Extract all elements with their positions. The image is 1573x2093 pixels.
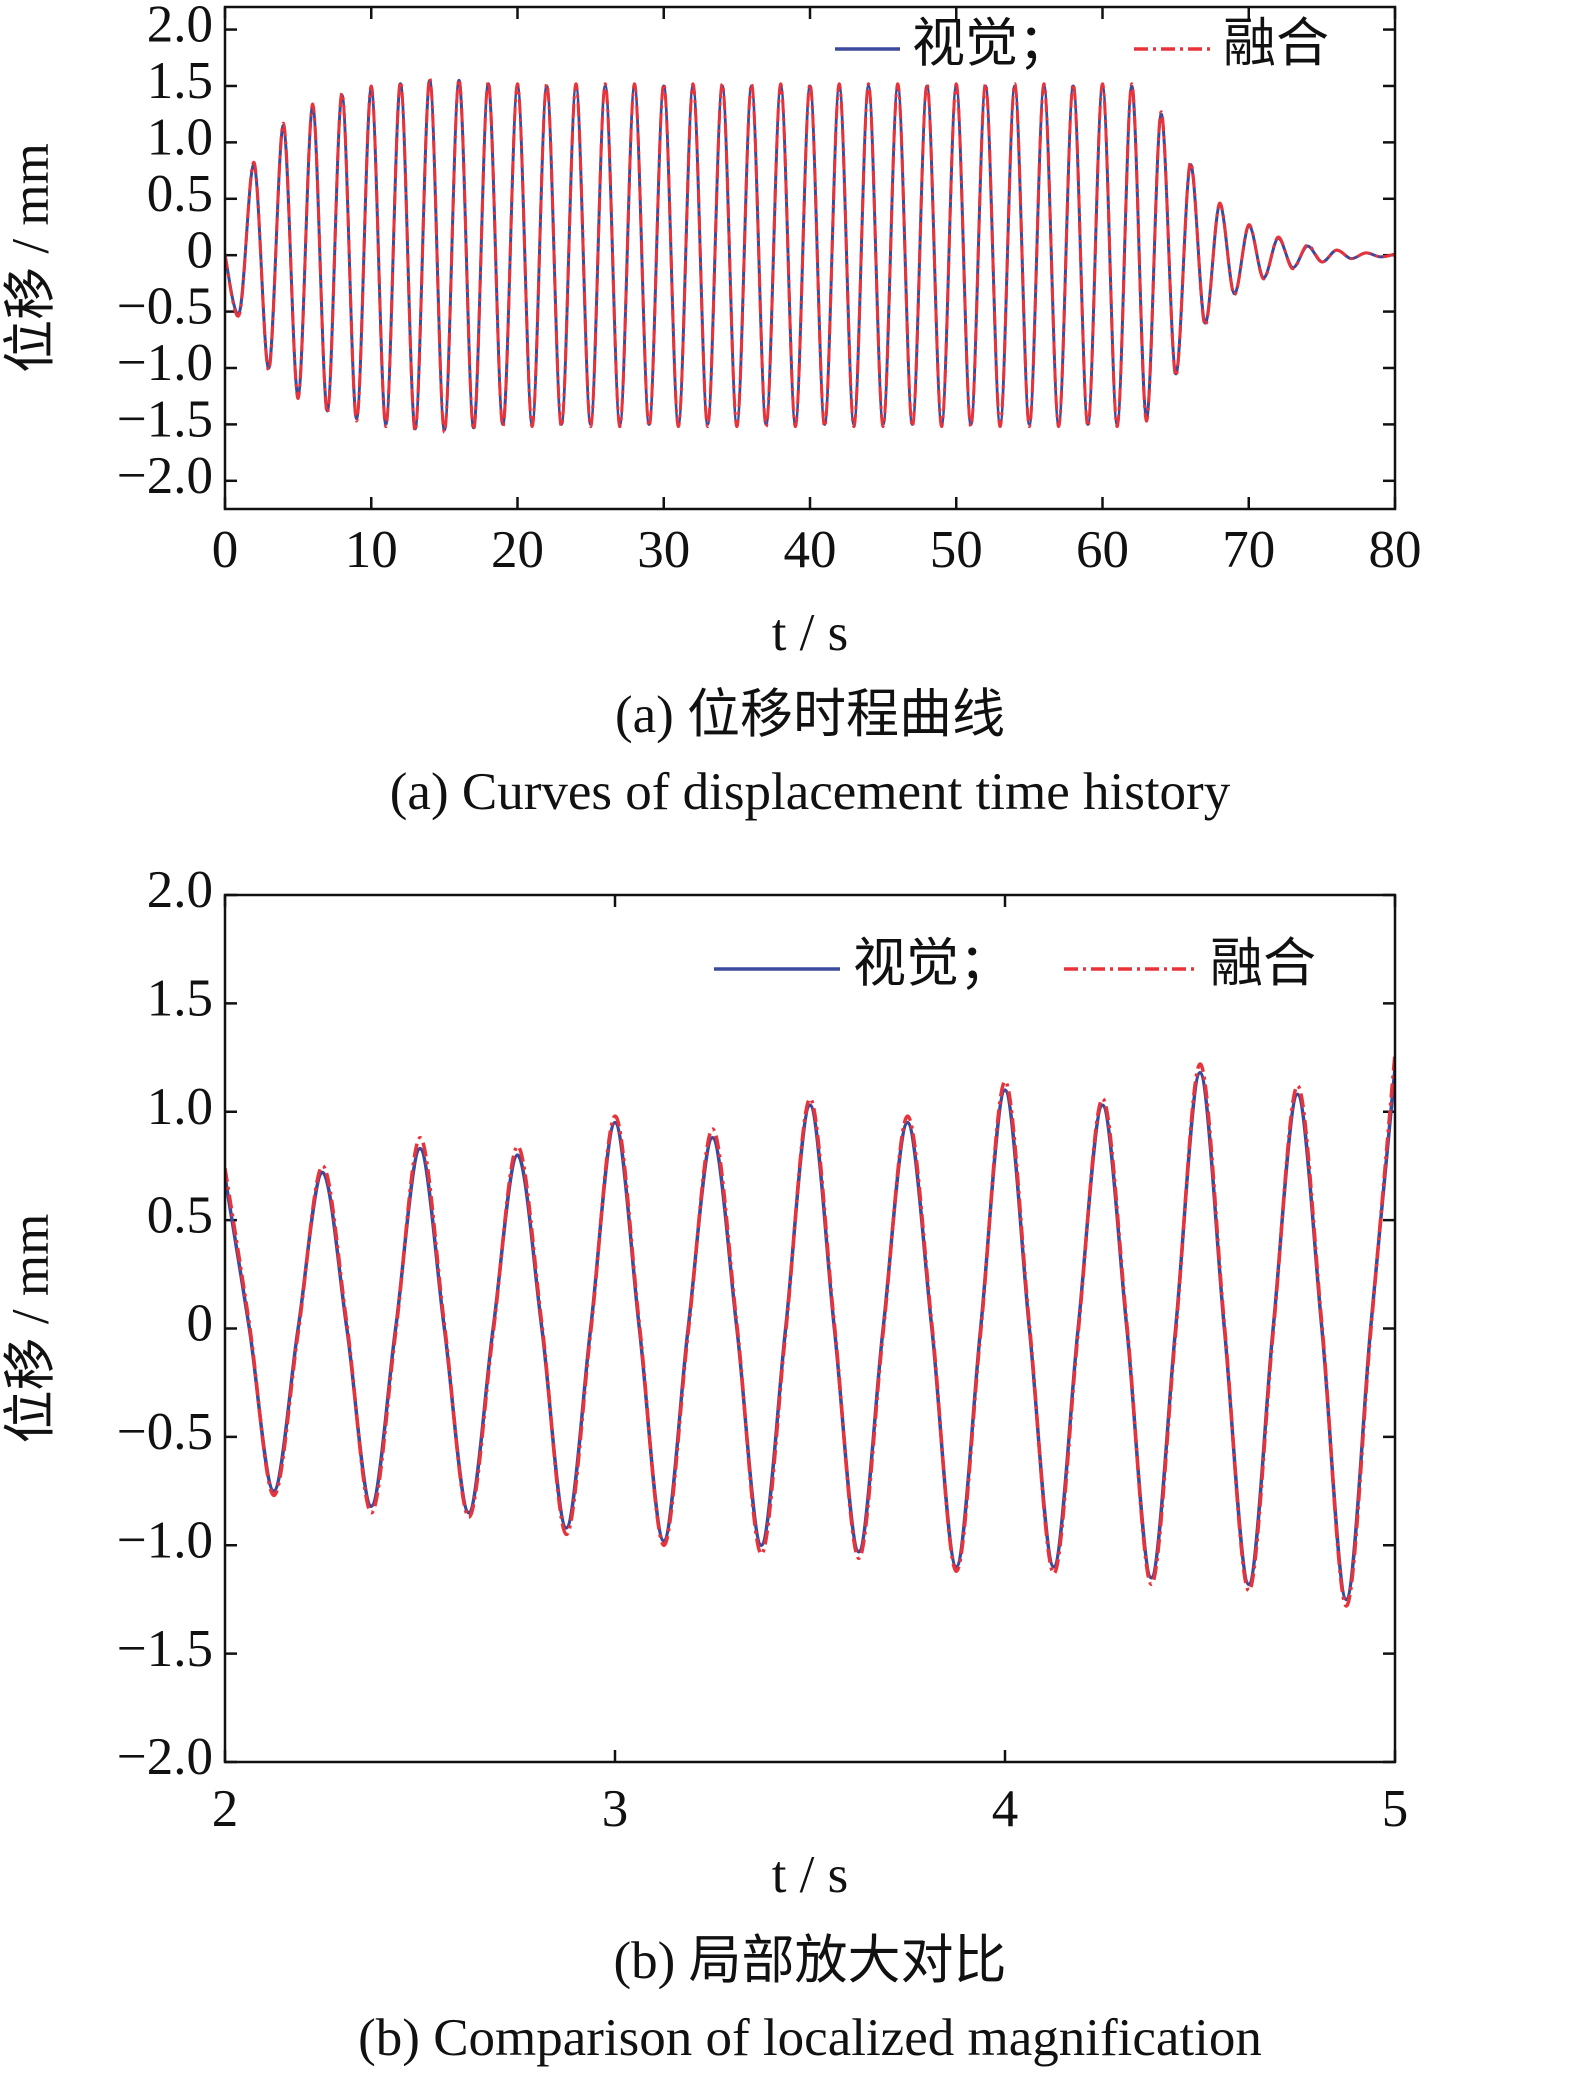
x-tick-label: 20 <box>491 521 544 579</box>
y-tick-label: 0 <box>187 221 214 279</box>
plot-frame <box>223 5 1397 511</box>
plot: −2.0−1.5−1.0−0.500.51.01.52.00 10 20 30 40 50… <box>2 0 1421 821</box>
caption-en: (a) Curves of displacement time history <box>390 763 1231 821</box>
y-tick-label: 1.5 <box>147 970 213 1028</box>
x-tick-label: 70 <box>1222 521 1275 579</box>
y-tick-label: 1.0 <box>147 109 213 167</box>
x-tick-label: 5 <box>1382 1780 1409 1838</box>
data-line <box>225 78 1395 432</box>
legend-label: 视觉； <box>912 15 1071 73</box>
x-tick-label: 50 <box>930 521 983 579</box>
y-tick-label: 2.0 <box>147 0 213 54</box>
data-line <box>225 76 1395 434</box>
legend-label: 融合 <box>1210 935 1316 993</box>
y-tick-label: −1.0 <box>117 334 213 392</box>
y-tick-label: −1.5 <box>117 391 213 449</box>
x-tick-label: 0 <box>212 521 239 579</box>
y-tick-label: 1.0 <box>147 1078 213 1136</box>
caption-en: (b) Comparison of localized magnificatio… <box>358 2009 1262 2067</box>
y-axis-label: 位移 / mm <box>2 143 60 373</box>
x-axis-label: t / s <box>772 604 849 662</box>
legend-label: 视觉； <box>853 935 1012 993</box>
x-tick-label: 4 <box>992 1780 1019 1838</box>
x-tick-label: 40 <box>784 521 837 579</box>
y-tick-label: −0.5 <box>117 278 213 336</box>
x-tick-label: 2 <box>212 1780 239 1838</box>
series-group <box>225 76 1395 434</box>
plot: −2.0 −1.5 −1.0 −0.5 0 0.5 1.0 1.5 2.0 2 3 4 5 视觉； 融合位移… <box>2 861 1408 2067</box>
y-tick-label: 0.5 <box>147 165 213 223</box>
x-tick-label: 10 <box>345 521 398 579</box>
y-tick-label: 0 <box>187 1295 214 1353</box>
legend-label: 融合 <box>1223 15 1329 73</box>
x-tick-label: 30 <box>637 521 690 579</box>
x-tick-label: 3 <box>602 1780 629 1838</box>
y-tick-label: −1.0 <box>117 1511 213 1569</box>
series-group <box>225 1053 1395 1608</box>
y-tick-label: −2.0 <box>117 447 213 505</box>
y-tick-label: 0.5 <box>147 1186 213 1244</box>
plot-frame <box>223 893 1397 1764</box>
x-tick-label: 60 <box>1076 521 1129 579</box>
caption-zh: (b) 局部放大对比 <box>613 1932 1006 1990</box>
y-tick-label: −2.0 <box>117 1728 213 1786</box>
data-line <box>225 1053 1395 1608</box>
x-axis-label: t / s <box>772 1846 849 1904</box>
y-tick-label: −0.5 <box>117 1403 213 1461</box>
y-tick-label: −1.5 <box>117 1620 213 1678</box>
x-tick-label: 80 <box>1369 521 1422 579</box>
caption-zh: (a) 位移时程曲线 <box>615 686 1005 744</box>
y-axis-label: 位移 / mm <box>2 1214 60 1444</box>
y-tick-label: 2.0 <box>147 861 213 919</box>
y-tick-label: 1.5 <box>147 52 213 110</box>
data-line <box>225 1068 1395 1602</box>
